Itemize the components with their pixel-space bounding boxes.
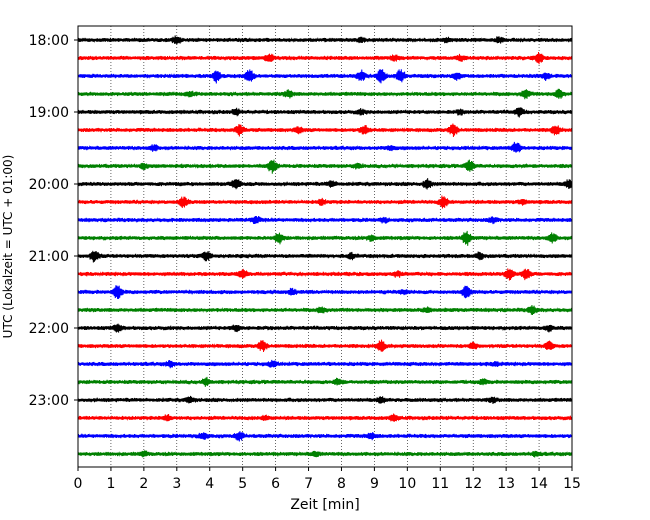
y-axis-label: UTC (Lokalzeit = UTC + 01:00) — [1, 155, 15, 339]
seismogram-trace — [77, 88, 573, 100]
x-tick-label: 3 — [172, 476, 181, 492]
seismogram-trace — [77, 215, 573, 225]
x-tick-label: 15 — [563, 476, 581, 492]
x-tick-label: 5 — [238, 476, 247, 492]
seismogram-trace — [77, 159, 573, 174]
seismogram-trace — [77, 141, 573, 153]
x-tick-label: 10 — [398, 476, 416, 492]
seismogram-trace — [77, 107, 573, 118]
seismogram-trace — [77, 305, 573, 316]
seismogram-trace — [77, 413, 573, 423]
seismogram-trace — [77, 35, 573, 45]
x-tick-label: 2 — [139, 476, 148, 492]
seismogram-trace — [77, 123, 573, 137]
x-tick-label: 4 — [205, 476, 214, 492]
y-tick-label: 23:00 — [29, 393, 69, 409]
trace-layer — [77, 35, 573, 458]
y-tick-label: 19:00 — [29, 105, 69, 121]
x-tick-label: 6 — [271, 476, 280, 492]
seismogram-trace — [77, 230, 573, 246]
y-tick-label: 18:00 — [29, 33, 69, 49]
y-tick-label: 22:00 — [29, 321, 69, 337]
plot-frame — [77, 25, 573, 468]
x-tick-label: 13 — [497, 476, 515, 492]
seismogram-trace — [77, 195, 573, 209]
x-tick-label: 0 — [74, 476, 83, 492]
y-tick-label: 21:00 — [29, 249, 69, 265]
x-tick-label: 12 — [464, 476, 482, 492]
x-axis-label: Zeit [min] — [290, 497, 359, 513]
x-axis: 0 1 2 3 4 5 6 7 8 9 10 11 12 13 14 15 — [74, 467, 581, 492]
seismogram-trace — [77, 339, 573, 353]
seismogram-trace — [77, 51, 573, 65]
x-tick-label: 14 — [530, 476, 548, 492]
seismogram-trace — [77, 431, 573, 442]
seismogram-trace — [77, 450, 573, 458]
x-tick-label: 11 — [431, 476, 449, 492]
y-axis: 18:00 19:00 20:00 21:00 22:00 23:00 — [29, 33, 78, 409]
x-tick-label: 9 — [370, 476, 379, 492]
seismogram-trace — [77, 69, 573, 84]
seismogram-trace — [77, 323, 573, 333]
x-tick-label: 7 — [304, 476, 313, 492]
seismogram-trace — [77, 359, 573, 369]
seismogram-trace — [77, 395, 573, 405]
seismogram-trace — [77, 178, 573, 190]
y-tick-label: 20:00 — [29, 177, 69, 193]
seismogram-trace — [77, 376, 573, 387]
seismogram-trace — [77, 285, 573, 299]
x-tick-label: 1 — [106, 476, 115, 492]
x-tick-label: 8 — [337, 476, 346, 492]
seismogram-trace — [77, 250, 573, 263]
seismogram-trace — [77, 268, 573, 281]
